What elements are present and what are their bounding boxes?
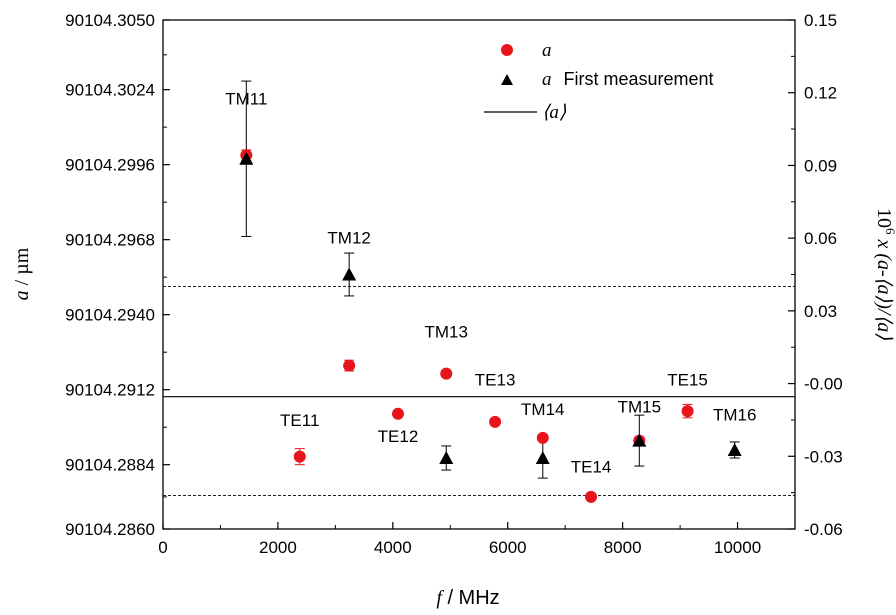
y-right-tick-label: -0.03 bbox=[804, 447, 843, 466]
data-point-circle bbox=[391, 407, 404, 420]
x-tick-label: 8000 bbox=[604, 538, 642, 557]
data-point-circle bbox=[343, 359, 356, 372]
legend-label-a: a bbox=[542, 40, 552, 61]
y-left-tick-label: 90104.2968 bbox=[65, 231, 155, 250]
legend-circle-marker bbox=[501, 44, 513, 56]
mode-label: TE12 bbox=[378, 427, 419, 446]
data-point-circle bbox=[293, 450, 306, 463]
y-left-tick-label: 90104.2996 bbox=[65, 156, 155, 175]
reference-lines bbox=[163, 286, 795, 496]
data-point-circle bbox=[440, 367, 453, 380]
y-right-tick-label: 0.03 bbox=[804, 302, 837, 321]
legend: a a First measurement ⟨a⟩ bbox=[484, 40, 714, 123]
y-right-axis-title: 106 x (a-⟨a⟩)/⟨a⟩ bbox=[873, 208, 896, 340]
y-left-tick-label: 90104.3024 bbox=[65, 81, 155, 100]
y-right-tick-label: 0.15 bbox=[804, 11, 837, 30]
x-tick-label: 10000 bbox=[714, 538, 761, 557]
mode-label: TM14 bbox=[521, 400, 564, 419]
y-left-tick-label: 90104.2912 bbox=[65, 381, 155, 400]
data-point-triangle bbox=[535, 451, 550, 465]
y-right-tick-label: 0.06 bbox=[804, 229, 837, 248]
x-tick-label: 4000 bbox=[374, 538, 412, 557]
mode-label: TM15 bbox=[618, 397, 661, 416]
mode-label: TM11 bbox=[225, 89, 267, 108]
x-tick-label: 0 bbox=[158, 538, 167, 557]
data-point-circle bbox=[536, 431, 549, 444]
x-tick-label: 6000 bbox=[489, 538, 527, 557]
mode-label: TE13 bbox=[475, 371, 516, 390]
y-right-tick-label: -0.00 bbox=[804, 375, 843, 394]
data-point-triangle bbox=[727, 442, 742, 456]
data-point-circle bbox=[585, 490, 598, 503]
y-right-tick-label: -0.06 bbox=[804, 520, 843, 539]
x-tick-label: 2000 bbox=[259, 538, 297, 557]
y-left-tick-label: 90104.2884 bbox=[65, 456, 155, 475]
data-point-circle bbox=[681, 405, 694, 418]
legend-triangle-marker bbox=[501, 74, 513, 85]
mode-label: TM12 bbox=[327, 229, 370, 248]
data-point-triangle bbox=[632, 433, 647, 447]
y-left-axis-title: a / µm bbox=[11, 247, 33, 300]
y-right-tick-label: 0.12 bbox=[804, 84, 837, 103]
data-point-circle bbox=[489, 415, 502, 428]
legend-label-first: a First measurement bbox=[542, 69, 714, 90]
data-markers bbox=[239, 149, 742, 503]
data-point-triangle bbox=[239, 151, 254, 165]
point-labels: TM11 TM12 TM13 TE11 TE12 TE13 TM14 TE14 TM15 TE15… bbox=[225, 89, 756, 476]
mode-label: TE11 bbox=[280, 411, 319, 430]
legend-label-mean: ⟨a⟩ bbox=[542, 102, 567, 123]
axis-ticks: 0 2000 4000 6000 8000 10000 90104.2860 90104.28… bbox=[65, 11, 843, 557]
y-left-tick-label: 90104.2860 bbox=[65, 520, 155, 539]
data-point-triangle bbox=[342, 267, 357, 281]
mode-label: TM16 bbox=[713, 406, 756, 425]
error-bars bbox=[241, 80, 740, 499]
y-left-tick-label: 90104.3050 bbox=[65, 11, 155, 30]
y-right-tick-label: 0.09 bbox=[804, 156, 837, 175]
data-point-triangle bbox=[439, 451, 454, 465]
mode-label: TM13 bbox=[425, 322, 468, 341]
mode-label: TE15 bbox=[667, 371, 708, 390]
mode-label: TE14 bbox=[571, 458, 612, 477]
y-left-tick-label: 90104.2940 bbox=[65, 306, 155, 325]
x-axis-title: f / MHz bbox=[436, 587, 499, 609]
